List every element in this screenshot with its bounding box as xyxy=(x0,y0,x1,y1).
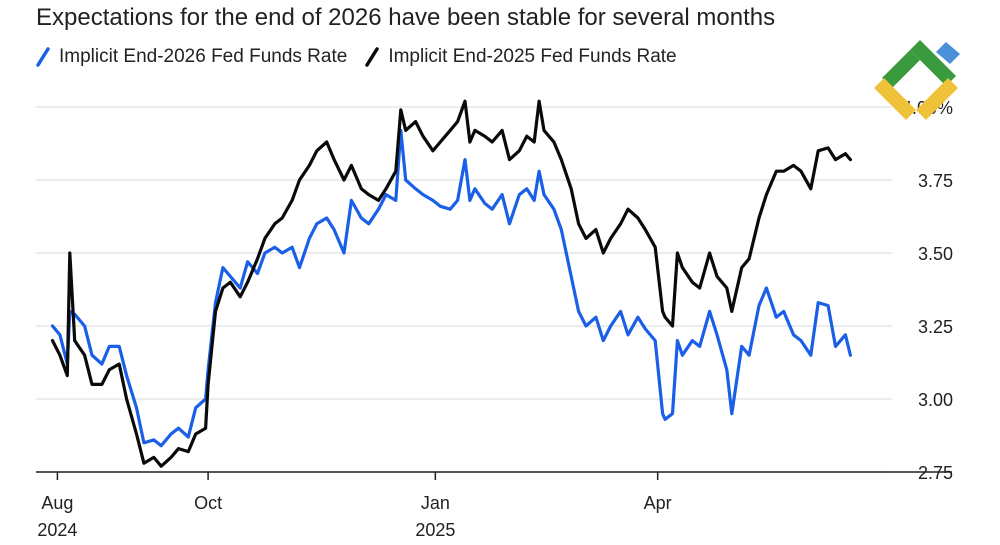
x-tick-label: Oct xyxy=(194,493,222,513)
legend-item-2026: Implicit End-2026 Fed Funds Rate xyxy=(36,46,347,68)
y-tick-label: 3.50 xyxy=(918,244,953,264)
y-tick-label: 3.00 xyxy=(918,390,953,410)
legend-swatch-2025 xyxy=(365,47,380,67)
x-tick-label: Apr xyxy=(644,493,672,513)
y-tick-label: 3.75 xyxy=(918,171,953,191)
y-tick-label: 2.75 xyxy=(918,463,953,483)
logo-mark-icon xyxy=(874,40,960,120)
series-line-end-2026 xyxy=(50,128,852,448)
legend-label-2026: Implicit End-2026 Fed Funds Rate xyxy=(59,46,348,67)
chart-title: Expectations for the end of 2026 have be… xyxy=(36,4,776,31)
y-tick-label: 3.25 xyxy=(918,317,953,337)
legend-label-2025: Implicit End-2025 Fed Funds Rate xyxy=(388,46,677,67)
x-tick-sublabel: 2025 xyxy=(415,520,455,540)
series-line-end-2025 xyxy=(50,99,852,468)
chart-legend: Implicit End-2026 Fed Funds Rate Implici… xyxy=(36,46,677,68)
x-tick-label: Aug xyxy=(41,493,73,513)
legend-swatch-2026 xyxy=(36,47,50,67)
x-tick-label: Jan xyxy=(421,493,450,513)
legend-item-2025: Implicit End-2025 Fed Funds Rate xyxy=(365,46,677,68)
x-tick-sublabel: 2024 xyxy=(37,520,77,540)
